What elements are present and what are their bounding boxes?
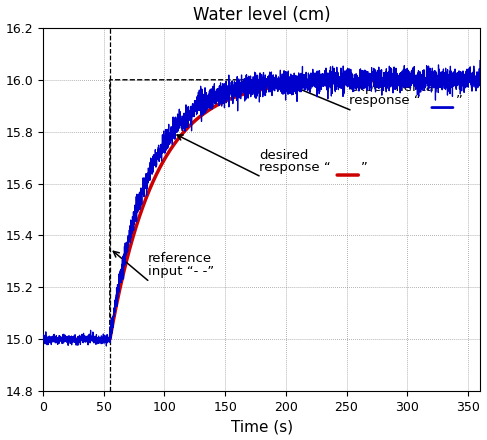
Text: input “- -”: input “- -” — [148, 265, 214, 278]
Title: Water level (cm): Water level (cm) — [193, 6, 330, 24]
Text: desired: desired — [259, 149, 309, 161]
X-axis label: Time (s): Time (s) — [230, 419, 293, 434]
Text: experimental: experimental — [349, 81, 437, 94]
Text: response “: response “ — [259, 161, 331, 175]
Text: ”: ” — [456, 94, 463, 107]
Text: ”: ” — [361, 161, 368, 175]
Text: response “: response “ — [349, 94, 421, 107]
Text: reference: reference — [148, 252, 212, 265]
